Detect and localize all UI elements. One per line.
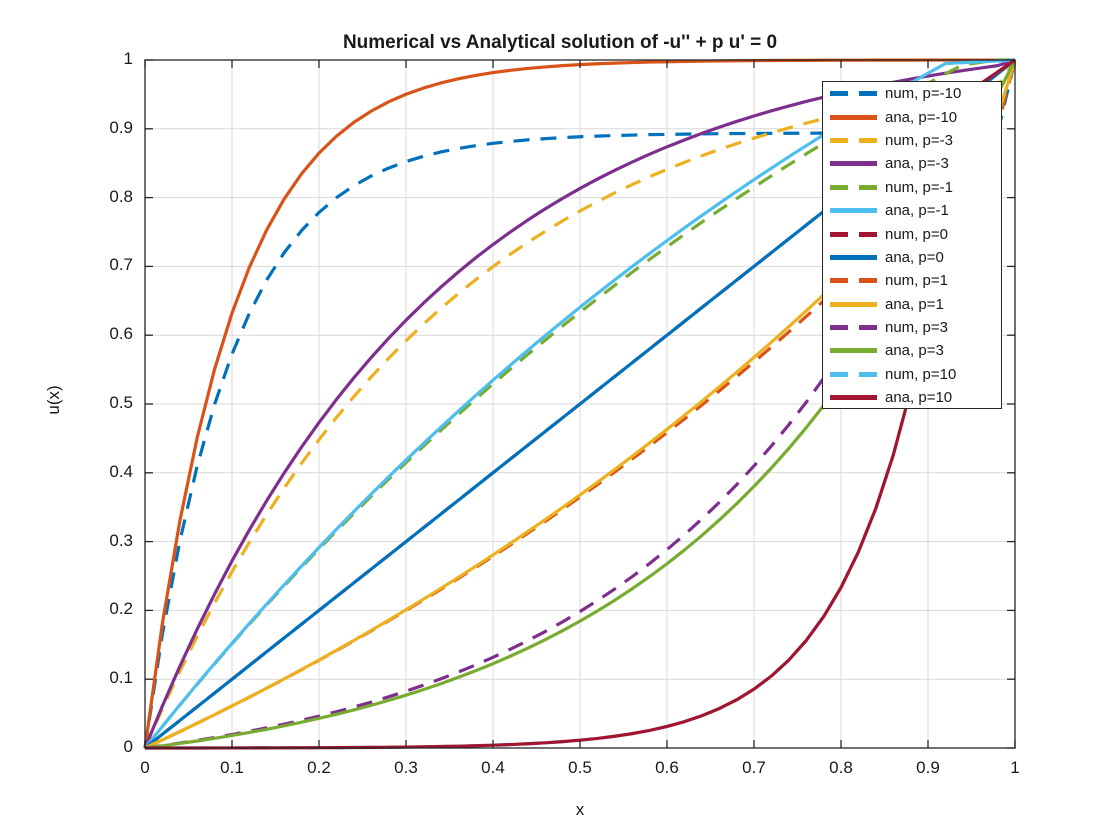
legend-item[interactable]: num, p=1	[823, 269, 1001, 292]
legend-label: ana, p=-3	[885, 155, 949, 173]
x-tick-label: 0.6	[655, 758, 679, 777]
y-tick-label: 1	[123, 49, 133, 68]
legend-swatch	[830, 114, 877, 120]
legend-item[interactable]: ana, p=-10	[823, 105, 1001, 128]
curve-num-p-3	[144, 58, 1016, 750]
y-tick-label: 0.4	[109, 461, 133, 481]
legend-label: ana, p=10	[885, 389, 953, 407]
legend-swatch	[830, 137, 877, 143]
legend-item[interactable]: ana, p=1	[823, 293, 1001, 316]
axes-frame	[144, 59, 1016, 749]
x-tick-label: 0.4	[481, 758, 505, 777]
x-axis-label: x	[575, 800, 585, 819]
legend-label: num, p=3	[885, 319, 948, 337]
legend-swatch	[830, 348, 877, 354]
legend-item[interactable]: num, p=-1	[823, 176, 1001, 199]
legend-swatch	[830, 395, 877, 401]
legend-item[interactable]: num, p=3	[823, 316, 1001, 339]
legend-item[interactable]: ana, p=3	[823, 339, 1001, 362]
x-tick-label: 1	[1010, 758, 1020, 777]
y-tick-label: 0.8	[109, 186, 133, 206]
x-tick-label: 0.3	[394, 758, 418, 777]
legend-swatch	[830, 278, 877, 284]
x-tick-label: 0.2	[307, 758, 331, 777]
legend-item[interactable]: ana, p=-1	[823, 199, 1001, 222]
legend[interactable]: num, p=-10 ana, p=-10 num, p=-3 ana, p=-3 nu…	[822, 81, 1002, 409]
y-tick-label: 0.1	[109, 668, 133, 688]
legend-label: ana, p=-10	[885, 108, 958, 126]
y-tick-label: 0.2	[109, 599, 133, 619]
legend-item[interactable]: ana, p=-3	[823, 152, 1001, 175]
legend-label: ana, p=3	[885, 342, 944, 360]
y-tick-label: 0.6	[109, 324, 133, 344]
legend-swatch	[830, 184, 877, 190]
x-tick-label: 0	[140, 758, 150, 777]
y-tick-label: 0.5	[109, 393, 133, 412]
legend-label: num, p=-1	[885, 178, 953, 196]
legend-swatch	[830, 208, 877, 214]
x-tick-label: 0.7	[742, 758, 766, 777]
y-tick-label: 0.7	[109, 255, 133, 275]
legend-swatch	[830, 371, 877, 377]
y-tick-label: 0.3	[109, 530, 133, 550]
x-tick-label: 0.1	[220, 758, 244, 777]
legend-label: num, p=1	[885, 272, 948, 290]
legend-item[interactable]: ana, p=0	[823, 246, 1001, 269]
y-axis-label: u(x)	[44, 385, 63, 415]
legend-item[interactable]: num, p=0	[823, 222, 1001, 245]
y-tick-label: 0	[123, 737, 133, 756]
legend-swatch	[830, 91, 877, 97]
x-tick-label: 0.5	[568, 758, 592, 777]
legend-label: ana, p=0	[885, 248, 944, 266]
chart-title: Numerical vs Analytical solution of -u''…	[342, 32, 778, 53]
legend-label: num, p=10	[885, 365, 957, 383]
legend-item[interactable]: num, p=10	[823, 363, 1001, 386]
legend-label: ana, p=1	[885, 295, 944, 313]
legend-label: ana, p=-1	[885, 202, 949, 220]
legend-label: num, p=0	[885, 225, 948, 243]
legend-label: num, p=-3	[885, 131, 953, 149]
legend-swatch	[830, 161, 877, 167]
legend-item[interactable]: num, p=-3	[823, 129, 1001, 152]
legend-swatch	[830, 231, 877, 237]
x-tick-label: 0.8	[829, 758, 853, 777]
y-tick-label: 0.9	[109, 117, 133, 137]
legend-swatch	[830, 301, 877, 307]
legend-label: num, p=-10	[885, 85, 962, 103]
legend-swatch	[830, 254, 877, 260]
legend-item[interactable]: ana, p=10	[823, 386, 1001, 409]
legend-swatch	[830, 325, 877, 331]
legend-item[interactable]: num, p=-10	[823, 82, 1001, 105]
x-tick-label: 0.9	[916, 758, 940, 777]
